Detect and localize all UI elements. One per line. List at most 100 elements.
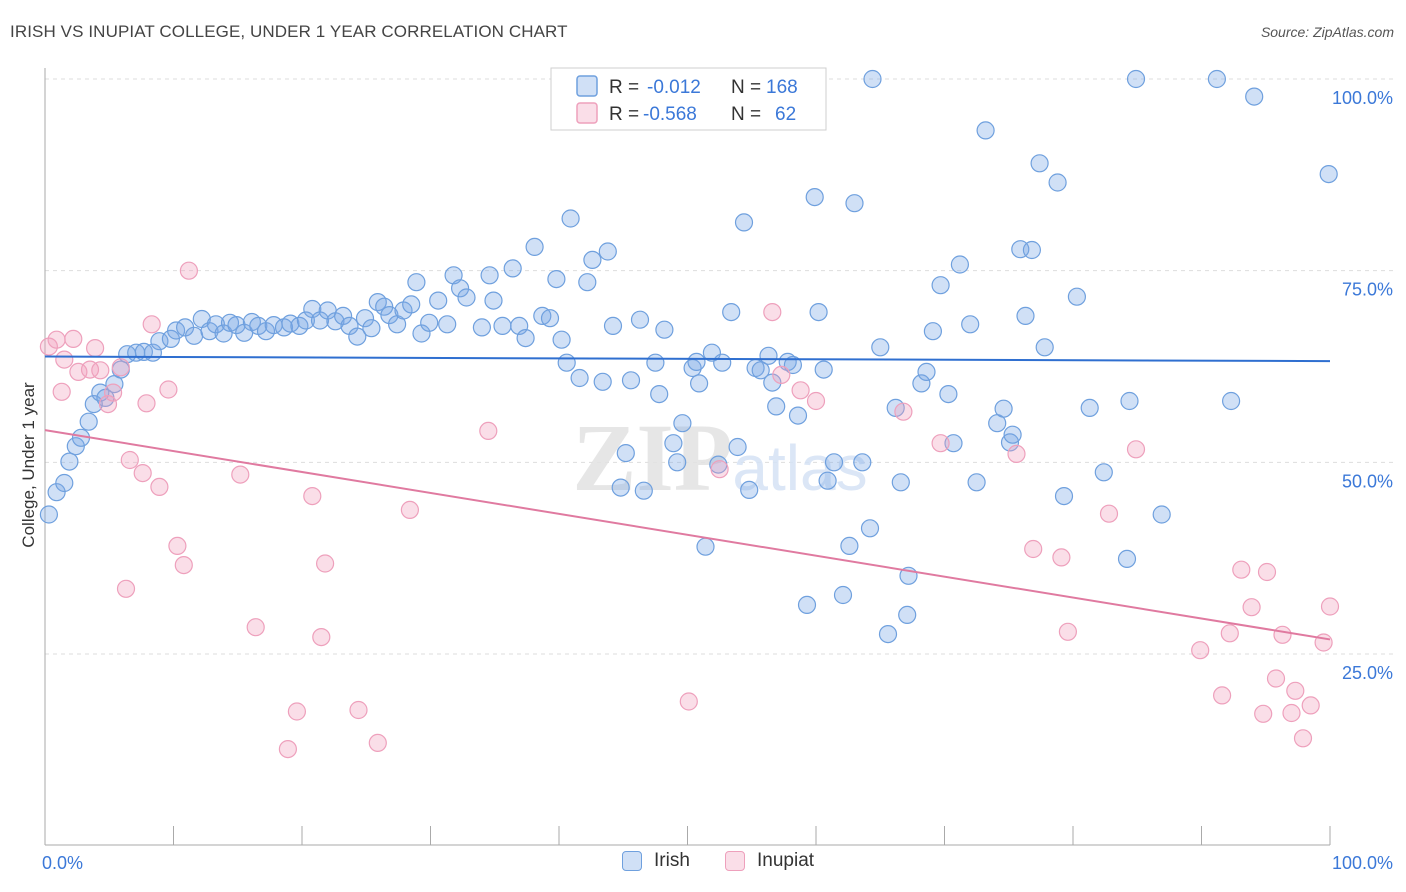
irish-point <box>630 310 650 329</box>
irish-point <box>380 306 399 325</box>
irish-point <box>1094 463 1113 482</box>
inupiat-point <box>91 361 110 380</box>
inupiat-point <box>303 487 322 506</box>
inupiat-point <box>1301 696 1320 715</box>
source-label: Source: ZipAtlas.com <box>1260 24 1394 40</box>
irish-point <box>805 188 824 207</box>
legend-irish-r-value: -0.012 <box>647 77 701 98</box>
x-tick-label: 0.0% <box>42 853 83 873</box>
irish-point <box>1022 240 1042 260</box>
inupiat-point <box>1320 597 1340 616</box>
irish-point <box>79 412 98 431</box>
inupiat-points <box>39 261 1340 759</box>
legend-irish-n-value: 168 <box>766 77 798 98</box>
irish-point <box>60 452 79 471</box>
inupiat-point <box>179 261 198 280</box>
irish-point <box>939 385 958 404</box>
inupiat-point <box>1286 681 1305 700</box>
irish-point <box>310 311 330 330</box>
irish-point <box>552 330 571 349</box>
watermark-zip: ZIP <box>572 404 732 511</box>
legend-inupiat-swatch <box>576 102 598 124</box>
irish-point <box>898 605 917 625</box>
inupiat-point <box>39 337 59 356</box>
irish-point <box>557 353 576 372</box>
irish-point <box>912 374 931 393</box>
inupiat-point <box>231 465 250 484</box>
irish-point <box>55 473 74 493</box>
irish-point <box>348 327 367 346</box>
irish-point <box>420 313 439 332</box>
x-tick-labels: 0.0% 100.0% <box>42 853 1393 873</box>
irish-point <box>47 483 66 502</box>
irish-point <box>214 324 233 343</box>
irish-point <box>493 316 512 335</box>
irish-point <box>891 473 910 492</box>
irish-point <box>227 316 246 335</box>
irish-point <box>206 315 225 334</box>
irish-point <box>713 353 732 372</box>
inupiat-point <box>174 555 193 575</box>
irish-point <box>923 322 943 341</box>
irish-point <box>650 385 669 404</box>
inupiat-point <box>400 500 419 519</box>
inupiat-point <box>894 402 913 421</box>
legend-inupiat-n-value: 62 <box>775 104 796 125</box>
inupiat-point <box>64 329 83 348</box>
irish-point <box>871 338 890 357</box>
inupiat-point <box>52 382 71 401</box>
y-tick-label: 100.0% <box>1332 88 1393 108</box>
inupiat-point <box>312 627 331 647</box>
irish-point <box>593 372 612 391</box>
inupiat-point <box>85 339 105 358</box>
y-tick-labels: 100.0% 75.0% 50.0% 25.0% <box>1332 88 1393 683</box>
irish-points <box>39 69 1338 644</box>
legend-item-irish: Irish <box>622 850 690 872</box>
inupiat-point <box>142 315 161 334</box>
irish-point <box>722 303 741 322</box>
irish-point <box>583 250 602 269</box>
irish-point <box>457 288 476 307</box>
irish-point <box>334 306 353 325</box>
inupiat-point <box>931 434 950 453</box>
irish-point <box>734 213 754 232</box>
legend-irish-swatch <box>576 75 598 97</box>
inupiat-point <box>47 330 66 349</box>
irish-point <box>788 406 808 425</box>
irish-point <box>402 295 421 314</box>
legend-inupiat-r-label: R = <box>609 104 639 125</box>
svg-text:R = R =: R = R = <box>609 77 644 125</box>
irish-point <box>561 209 580 228</box>
inupiat-point <box>349 700 368 720</box>
irish-point <box>150 332 169 351</box>
irish-point <box>944 434 963 453</box>
irish-point <box>759 346 778 365</box>
irish-point <box>1035 338 1054 357</box>
inupiat-point <box>479 421 498 440</box>
inupiat-point <box>368 733 387 753</box>
inupiat-point <box>1273 625 1292 644</box>
irish-point <box>1048 173 1067 192</box>
irish-point <box>429 291 448 310</box>
irish-trend-line <box>44 355 1331 363</box>
irish-point <box>767 397 786 416</box>
irish-point <box>860 519 880 538</box>
irish-point <box>728 437 747 457</box>
irish-point <box>1080 398 1099 417</box>
irish-point <box>570 368 589 388</box>
irish-point <box>540 309 560 328</box>
irish-point <box>598 242 617 261</box>
irish-swatch <box>622 851 642 871</box>
irish-point <box>994 399 1013 418</box>
irish-point <box>480 266 499 285</box>
chart-title: IRISH VS INUPIAT COLLEGE, UNDER 1 YEAR C… <box>10 22 568 41</box>
inupiat-point <box>1052 548 1071 567</box>
irish-point <box>503 259 522 278</box>
y-axis-label: College, Under 1 year <box>19 382 38 548</box>
irish-point <box>1067 287 1087 306</box>
irish-point <box>797 595 817 615</box>
legend-inupiat-r-value: -0.568 <box>643 104 697 125</box>
irish-point <box>814 360 833 379</box>
inupiat-point <box>1282 703 1301 723</box>
irish-point <box>438 315 457 334</box>
